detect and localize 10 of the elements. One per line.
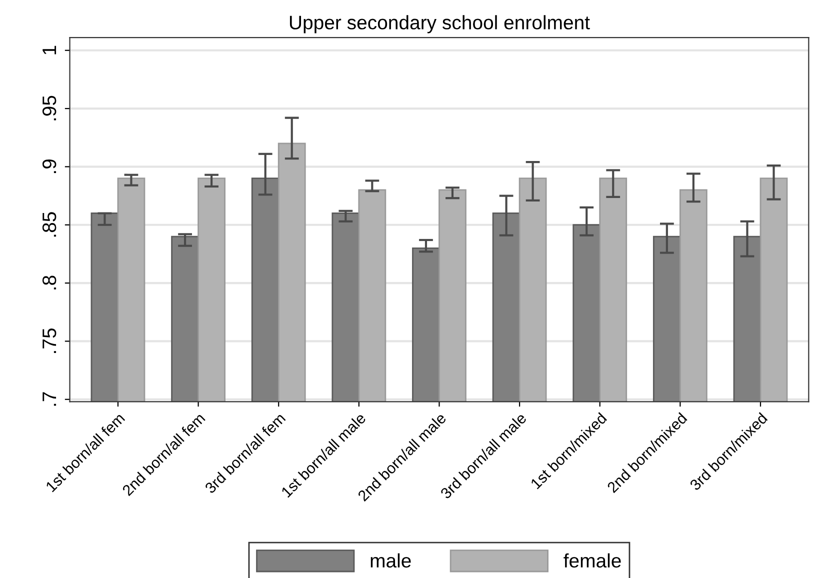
y-tick-label: .9 [42, 160, 56, 174]
y-tick-label: 1 [42, 46, 56, 54]
y-tick-label: .85 [42, 212, 56, 237]
legend-label: male [370, 553, 411, 568]
chart-title: Upper secondary school enrolment [290, 15, 590, 34]
y-tick-label: .75 [42, 328, 56, 353]
y-tick-label: .95 [42, 96, 56, 120]
legend-label: female [564, 553, 621, 568]
y-tick-label: .7 [42, 392, 56, 406]
y-tick-label: .8 [42, 276, 56, 290]
